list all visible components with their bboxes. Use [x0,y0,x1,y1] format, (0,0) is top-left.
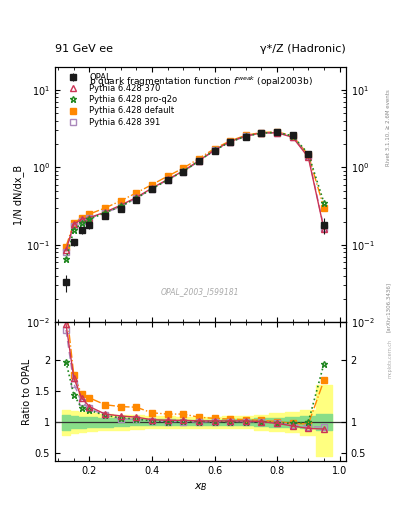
Pythia 6.428 pro-q2o [181,168,185,175]
Pythia 6.428 391 [72,223,76,229]
Pythia 6.428 370 [212,147,217,153]
Pythia 6.428 default [259,130,264,136]
Pythia 6.428 pro-q2o [72,227,76,233]
Pythia 6.428 391 [134,195,139,201]
Pythia 6.428 391 [103,210,107,216]
Pythia 6.428 391 [118,204,123,210]
Line: Pythia 6.428 default: Pythia 6.428 default [63,129,327,249]
Pythia 6.428 370 [228,139,233,145]
Pythia 6.428 pro-q2o [118,203,123,209]
Line: Pythia 6.428 pro-q2o: Pythia 6.428 pro-q2o [62,129,327,263]
Pythia 6.428 370 [259,130,264,136]
Pythia 6.428 default [103,205,107,211]
Pythia 6.428 default [134,190,139,196]
Pythia 6.428 pro-q2o [228,139,233,145]
Pythia 6.428 default [165,173,170,179]
Pythia 6.428 370 [103,209,107,215]
Pythia 6.428 pro-q2o [150,186,154,192]
Pythia 6.428 370 [275,130,279,136]
Pythia 6.428 391 [259,130,264,136]
Line: Pythia 6.428 370: Pythia 6.428 370 [63,130,327,253]
Pythia 6.428 391 [243,133,248,139]
Pythia 6.428 370 [150,185,154,191]
Pythia 6.428 pro-q2o [196,158,201,164]
Pythia 6.428 default [150,182,154,188]
Line: Pythia 6.428 391: Pythia 6.428 391 [63,130,327,254]
Pythia 6.428 391 [228,139,233,145]
X-axis label: $x_B$: $x_B$ [194,481,207,493]
Pythia 6.428 pro-q2o [290,133,295,139]
Pythia 6.428 default [321,205,326,211]
Pythia 6.428 391 [181,168,185,175]
Pythia 6.428 pro-q2o [165,177,170,183]
Pythia 6.428 default [196,156,201,162]
Pythia 6.428 pro-q2o [134,195,139,201]
Text: γ*/Z (Hadronic): γ*/Z (Hadronic) [260,44,346,54]
Pythia 6.428 default [243,132,248,138]
Pythia 6.428 370 [72,221,76,227]
Pythia 6.428 391 [64,248,68,254]
Pythia 6.428 default [212,145,217,152]
Pythia 6.428 default [87,211,92,217]
Pythia 6.428 default [72,220,76,226]
Pythia 6.428 370 [118,202,123,208]
Pythia 6.428 pro-q2o [321,200,326,206]
Pythia 6.428 pro-q2o [275,130,279,136]
Pythia 6.428 391 [165,177,170,183]
Pythia 6.428 370 [165,176,170,182]
Pythia 6.428 370 [64,247,68,253]
Pythia 6.428 391 [212,147,217,154]
Pythia 6.428 370 [243,133,248,139]
Pythia 6.428 370 [181,168,185,174]
Pythia 6.428 370 [134,195,139,201]
Pythia 6.428 pro-q2o [212,147,217,153]
Pythia 6.428 default [118,198,123,204]
Pythia 6.428 pro-q2o [87,216,92,222]
Pythia 6.428 default [275,129,279,135]
Pythia 6.428 pro-q2o [259,130,264,136]
Pythia 6.428 391 [321,225,326,231]
Text: 91 GeV ee: 91 GeV ee [55,44,113,54]
Text: [arXiv:1306.3436]: [arXiv:1306.3436] [386,282,391,332]
Pythia 6.428 370 [87,215,92,221]
Pythia 6.428 391 [306,153,311,159]
Pythia 6.428 370 [196,158,201,164]
Pythia 6.428 default [290,133,295,139]
Pythia 6.428 pro-q2o [79,220,84,226]
Pythia 6.428 391 [290,134,295,140]
Y-axis label: 1/N dN/dx_B: 1/N dN/dx_B [13,164,24,225]
Pythia 6.428 pro-q2o [306,151,311,157]
Pythia 6.428 default [306,152,311,158]
Pythia 6.428 default [79,215,84,221]
Pythia 6.428 391 [79,218,84,224]
Pythia 6.428 pro-q2o [64,257,68,263]
Text: mcplots.cern.ch: mcplots.cern.ch [387,339,392,378]
Pythia 6.428 370 [79,216,84,222]
Pythia 6.428 370 [306,154,311,160]
Text: Rivet 3.1.10, ≥ 2.6M events: Rivet 3.1.10, ≥ 2.6M events [386,90,391,166]
Pythia 6.428 391 [150,186,154,192]
Text: b quark fragmentation function $f^{weak}$ (opal2003b): b quark fragmentation function $f^{weak}… [88,74,312,89]
Y-axis label: Ratio to OPAL: Ratio to OPAL [22,358,32,425]
Text: OPAL_2003_I599181: OPAL_2003_I599181 [161,287,240,296]
Pythia 6.428 default [181,165,185,171]
Pythia 6.428 default [228,138,233,144]
Pythia 6.428 391 [275,130,279,136]
Pythia 6.428 370 [290,134,295,140]
Pythia 6.428 391 [87,216,92,222]
Legend: OPAL, Pythia 6.428 370, Pythia 6.428 pro-q2o, Pythia 6.428 default, Pythia 6.428: OPAL, Pythia 6.428 370, Pythia 6.428 pro… [59,71,180,129]
Pythia 6.428 370 [321,226,326,232]
Pythia 6.428 391 [196,158,201,164]
Pythia 6.428 pro-q2o [103,210,107,216]
Pythia 6.428 default [64,244,68,250]
Pythia 6.428 pro-q2o [243,133,248,139]
